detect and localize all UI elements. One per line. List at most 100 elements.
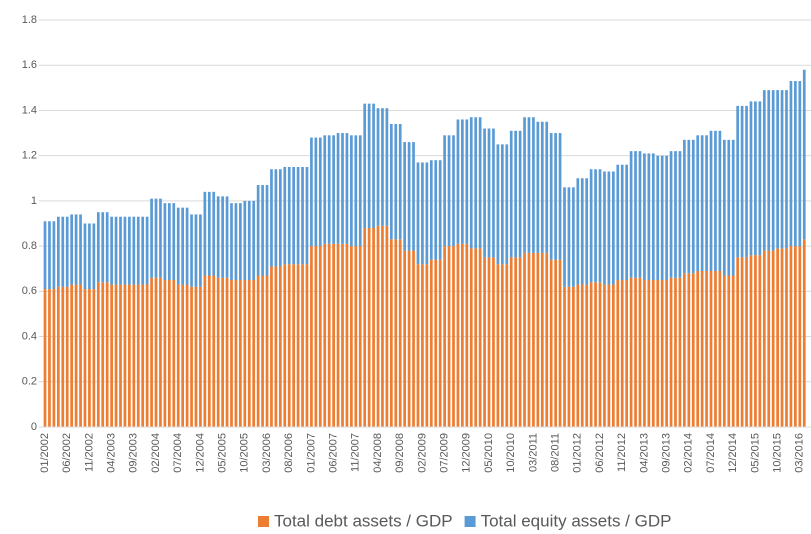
bar-segment xyxy=(132,284,136,427)
bar-segment xyxy=(718,130,722,271)
bar-segment xyxy=(79,214,82,285)
x-tick-label: 05/2010 xyxy=(483,433,495,473)
x-tick-label: 06/2007 xyxy=(328,433,340,473)
x-tick-label: 07/2009 xyxy=(439,433,451,473)
x-tick-label: 01/2002 xyxy=(39,433,51,473)
bar-segment xyxy=(696,270,700,427)
bar-segment xyxy=(56,286,60,427)
bar-segment xyxy=(345,133,349,244)
bar-segment xyxy=(318,246,322,427)
bar-segment xyxy=(589,169,593,283)
bar-segment xyxy=(452,246,455,427)
bar-segment xyxy=(567,187,571,287)
bar-segment xyxy=(545,121,549,253)
bar-segment xyxy=(221,196,224,278)
bar-segment xyxy=(669,277,673,427)
x-tick-label: 02/2009 xyxy=(416,433,428,473)
bar-segment xyxy=(52,289,56,427)
y-tick-label: 0 xyxy=(31,421,37,433)
bar-segment xyxy=(190,286,193,427)
bar-segment xyxy=(43,221,47,290)
bar-segment xyxy=(376,225,380,427)
bar-segment xyxy=(265,185,269,276)
bar-segment xyxy=(230,280,233,427)
bar-segment xyxy=(434,259,438,427)
bar-segment xyxy=(802,239,806,427)
bar-segment xyxy=(762,250,766,427)
bar-segment xyxy=(74,214,78,285)
bar-segment xyxy=(190,214,193,287)
bar-segment xyxy=(110,284,113,427)
x-tick-label: 11/2002 xyxy=(83,433,95,472)
bar-segment xyxy=(749,101,753,256)
x-tick-label: 12/2014 xyxy=(727,433,739,473)
bar-segment xyxy=(505,264,509,427)
bar-segment xyxy=(780,90,784,249)
bar-segment xyxy=(394,124,398,240)
bar-segment xyxy=(496,144,500,265)
bar-segment xyxy=(172,280,176,427)
bar-segment xyxy=(336,133,340,244)
bar-segment xyxy=(150,198,153,278)
bar-segment xyxy=(558,259,562,427)
bar-segment xyxy=(731,275,735,427)
bar-segment xyxy=(598,282,602,427)
bar-segment xyxy=(412,250,415,427)
bar-segment xyxy=(736,105,740,258)
bar-segment xyxy=(611,284,615,427)
bar-segment xyxy=(318,137,322,247)
bar-segment xyxy=(425,162,429,265)
bar-segment xyxy=(492,257,495,427)
x-tick-label: 04/2008 xyxy=(372,433,384,473)
bar-segment xyxy=(221,277,224,427)
bar-segment xyxy=(167,203,171,281)
bar-segment xyxy=(776,248,779,427)
bar-segment xyxy=(416,264,420,427)
bar-segment xyxy=(367,103,371,229)
bar-segment xyxy=(514,257,518,427)
bar-segment xyxy=(96,282,100,427)
bar-segment xyxy=(638,277,642,427)
bar-segment xyxy=(629,151,633,278)
bar-segment xyxy=(270,169,273,267)
bar-segment xyxy=(647,153,651,281)
bar-segment xyxy=(576,178,580,285)
bar-segment xyxy=(310,246,313,427)
bar-segment xyxy=(518,257,522,427)
bar-segment xyxy=(478,248,482,427)
bar-segment xyxy=(194,286,198,427)
bar-segment xyxy=(736,257,740,427)
bar-segment xyxy=(314,246,318,427)
bar-segment xyxy=(634,151,637,278)
bar-segment xyxy=(461,119,464,244)
bar-segment xyxy=(323,243,327,427)
bar-segment xyxy=(514,130,518,258)
bar-segment xyxy=(43,289,47,427)
bar-segment xyxy=(141,216,145,285)
x-tick-label: 06/2012 xyxy=(594,433,606,473)
bar-segment xyxy=(261,275,264,427)
bar-segment xyxy=(372,103,375,229)
bar-segment xyxy=(505,144,509,265)
bar-segment xyxy=(270,266,273,427)
bar-segment xyxy=(647,280,651,427)
bar-segment xyxy=(767,250,771,427)
bar-segment xyxy=(700,270,704,427)
bar-segment xyxy=(61,216,65,287)
bar-segment xyxy=(674,277,677,427)
x-tick-label: 10/2005 xyxy=(239,433,251,473)
bar-segment xyxy=(758,101,762,256)
bar-segment xyxy=(243,200,247,281)
bar-segment xyxy=(594,169,597,283)
bar-segment xyxy=(88,223,91,290)
bar-segment xyxy=(660,280,664,427)
bar-segment xyxy=(239,280,242,427)
bar-segment xyxy=(92,289,96,427)
bar-segment xyxy=(154,277,158,427)
bar-segment xyxy=(456,243,460,427)
bar-segment xyxy=(123,216,127,285)
bar-segment xyxy=(740,105,744,258)
bar-segment xyxy=(70,214,74,285)
bar-segment xyxy=(594,282,597,427)
bar-segment xyxy=(403,250,407,427)
